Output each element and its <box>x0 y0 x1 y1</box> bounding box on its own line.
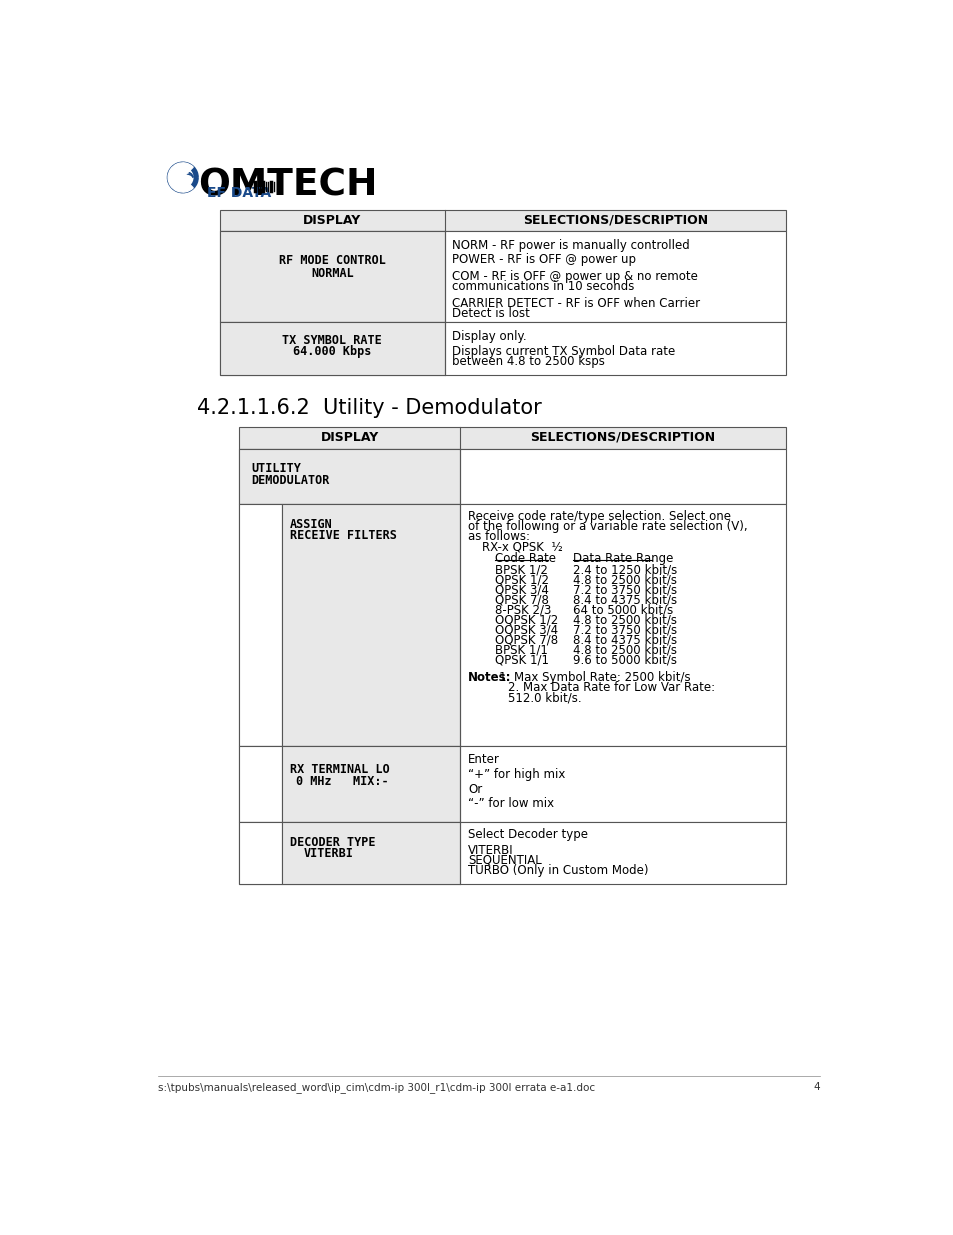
Text: Detect is lost: Detect is lost <box>452 306 530 320</box>
Bar <box>239 823 785 883</box>
Text: VITERBI: VITERBI <box>468 844 513 857</box>
Text: QPSK 1/2: QPSK 1/2 <box>495 573 549 587</box>
Text: DEMODULATOR: DEMODULATOR <box>251 474 329 487</box>
Text: COM - RF is OFF @ power up & no remote: COM - RF is OFF @ power up & no remote <box>452 270 698 283</box>
Text: RX TERMINAL LO: RX TERMINAL LO <box>290 763 389 777</box>
Text: 4.8 to 2500 kbit/s: 4.8 to 2500 kbit/s <box>572 643 676 656</box>
Text: SEQUENTIAL: SEQUENTIAL <box>468 853 541 867</box>
Text: OQPSK 3/4: OQPSK 3/4 <box>495 624 558 636</box>
Bar <box>220 322 785 374</box>
Text: OQPSK 7/8: OQPSK 7/8 <box>495 634 558 646</box>
Text: 8-PSK 2/3: 8-PSK 2/3 <box>495 603 551 616</box>
Bar <box>282 746 459 823</box>
Text: 512.0 kbit/s.: 512.0 kbit/s. <box>508 692 581 704</box>
Text: 4.2.1.1.6.2  Utility - Demodulator: 4.2.1.1.6.2 Utility - Demodulator <box>196 398 541 417</box>
Bar <box>282 823 459 883</box>
Bar <box>239 823 282 883</box>
Text: UTILITY: UTILITY <box>251 462 300 475</box>
Text: QPSK 1/1: QPSK 1/1 <box>495 653 549 667</box>
Text: 2.4 to 1250 kbit/s: 2.4 to 1250 kbit/s <box>572 563 677 577</box>
Text: 64.000 Kbps: 64.000 Kbps <box>293 346 371 358</box>
Bar <box>239 448 459 504</box>
Text: Receive code rate/type selection. Select one: Receive code rate/type selection. Select… <box>468 510 730 524</box>
Bar <box>220 231 785 322</box>
Text: POWER - RF is OFF @ power up: POWER - RF is OFF @ power up <box>452 253 636 266</box>
Text: DISPLAY: DISPLAY <box>320 431 378 443</box>
Text: Display only.: Display only. <box>452 330 527 343</box>
Text: EF DATA: EF DATA <box>207 186 271 200</box>
Text: TURBO (Only in Custom Mode): TURBO (Only in Custom Mode) <box>468 863 648 877</box>
Text: BPSK 1/1: BPSK 1/1 <box>495 643 547 656</box>
Wedge shape <box>168 163 193 193</box>
Bar <box>239 504 785 746</box>
Text: BPSK 1/2: BPSK 1/2 <box>495 563 547 577</box>
Text: 7.2 to 3750 kbit/s: 7.2 to 3750 kbit/s <box>572 624 676 636</box>
Text: Code Rate: Code Rate <box>495 552 556 564</box>
Text: NORM - RF power is manually controlled: NORM - RF power is manually controlled <box>452 240 690 252</box>
Text: SELECTIONS/DESCRIPTION: SELECTIONS/DESCRIPTION <box>522 214 707 227</box>
Text: Or: Or <box>468 783 482 797</box>
Text: OQPSK 1/2: OQPSK 1/2 <box>495 614 558 626</box>
Text: “+” for high mix: “+” for high mix <box>468 768 565 781</box>
Bar <box>239 427 785 448</box>
Text: CARRIER DETECT - RF is OFF when Carrier: CARRIER DETECT - RF is OFF when Carrier <box>452 296 700 310</box>
Text: 4.8 to 2500 kbit/s: 4.8 to 2500 kbit/s <box>572 614 676 626</box>
Text: QPSK 7/8: QPSK 7/8 <box>495 593 548 606</box>
Text: 2. Max Data Rate for Low Var Rate:: 2. Max Data Rate for Low Var Rate: <box>508 680 715 694</box>
Bar <box>282 504 459 746</box>
Text: s:\tpubs\manuals\released_word\ip_cim\cdm-ip 300l_r1\cdm-ip 300l errata e-a1.doc: s:\tpubs\manuals\released_word\ip_cim\cd… <box>158 1082 595 1093</box>
Bar <box>220 322 444 374</box>
Text: DECODER TYPE: DECODER TYPE <box>290 836 375 848</box>
Text: SELECTIONS/DESCRIPTION: SELECTIONS/DESCRIPTION <box>530 431 715 443</box>
Circle shape <box>172 168 193 188</box>
Text: 64 to 5000 kbit/s: 64 to 5000 kbit/s <box>572 603 672 616</box>
Bar <box>220 231 444 322</box>
Text: communications in 10 seconds: communications in 10 seconds <box>452 280 634 293</box>
Text: as follows:: as follows: <box>468 530 530 543</box>
Text: 4.8 to 2500 kbit/s: 4.8 to 2500 kbit/s <box>572 573 676 587</box>
Text: DISPLAY: DISPLAY <box>303 214 361 227</box>
Bar <box>239 746 785 823</box>
Text: QPSK 3/4: QPSK 3/4 <box>495 583 548 597</box>
Text: 8.4 to 4375 kbit/s: 8.4 to 4375 kbit/s <box>572 634 676 646</box>
Text: Data Rate Range: Data Rate Range <box>572 552 672 564</box>
Text: RF MODE CONTROL: RF MODE CONTROL <box>278 254 385 268</box>
Bar <box>220 210 785 231</box>
Text: NORMAL: NORMAL <box>311 267 354 280</box>
Bar <box>239 746 282 823</box>
Text: 9.6 to 5000 kbit/s: 9.6 to 5000 kbit/s <box>572 653 676 667</box>
Text: between 4.8 to 2500 ksps: between 4.8 to 2500 ksps <box>452 356 605 368</box>
Text: RX-x QPSK  ½: RX-x QPSK ½ <box>481 541 562 555</box>
Text: RECEIVE FILTERS: RECEIVE FILTERS <box>290 530 396 542</box>
Text: Select Decoder type: Select Decoder type <box>468 829 587 841</box>
Text: TX SYMBOL RATE: TX SYMBOL RATE <box>282 333 382 347</box>
Text: VITERBI: VITERBI <box>303 847 354 861</box>
Text: 4: 4 <box>812 1082 819 1092</box>
Bar <box>239 504 282 746</box>
Text: OMTECH: OMTECH <box>198 168 377 204</box>
Text: 8.4 to 4375 kbit/s: 8.4 to 4375 kbit/s <box>572 593 676 606</box>
Text: Displays current TX Symbol Data rate: Displays current TX Symbol Data rate <box>452 346 675 358</box>
Circle shape <box>169 163 196 191</box>
Text: ASSIGN: ASSIGN <box>290 517 333 531</box>
Text: 0 MHz   MIX:-: 0 MHz MIX:- <box>295 776 388 788</box>
Text: 7.2 to 3750 kbit/s: 7.2 to 3750 kbit/s <box>572 583 676 597</box>
Text: Enter: Enter <box>468 752 499 766</box>
Text: 1. Max Symbol Rate: 2500 kbit/s: 1. Max Symbol Rate: 2500 kbit/s <box>498 671 690 684</box>
Text: “-” for low mix: “-” for low mix <box>468 798 554 810</box>
Text: of the following or a variable rate selection (V),: of the following or a variable rate sele… <box>468 520 747 534</box>
Text: Notes:: Notes: <box>468 671 511 684</box>
Bar <box>239 448 785 504</box>
